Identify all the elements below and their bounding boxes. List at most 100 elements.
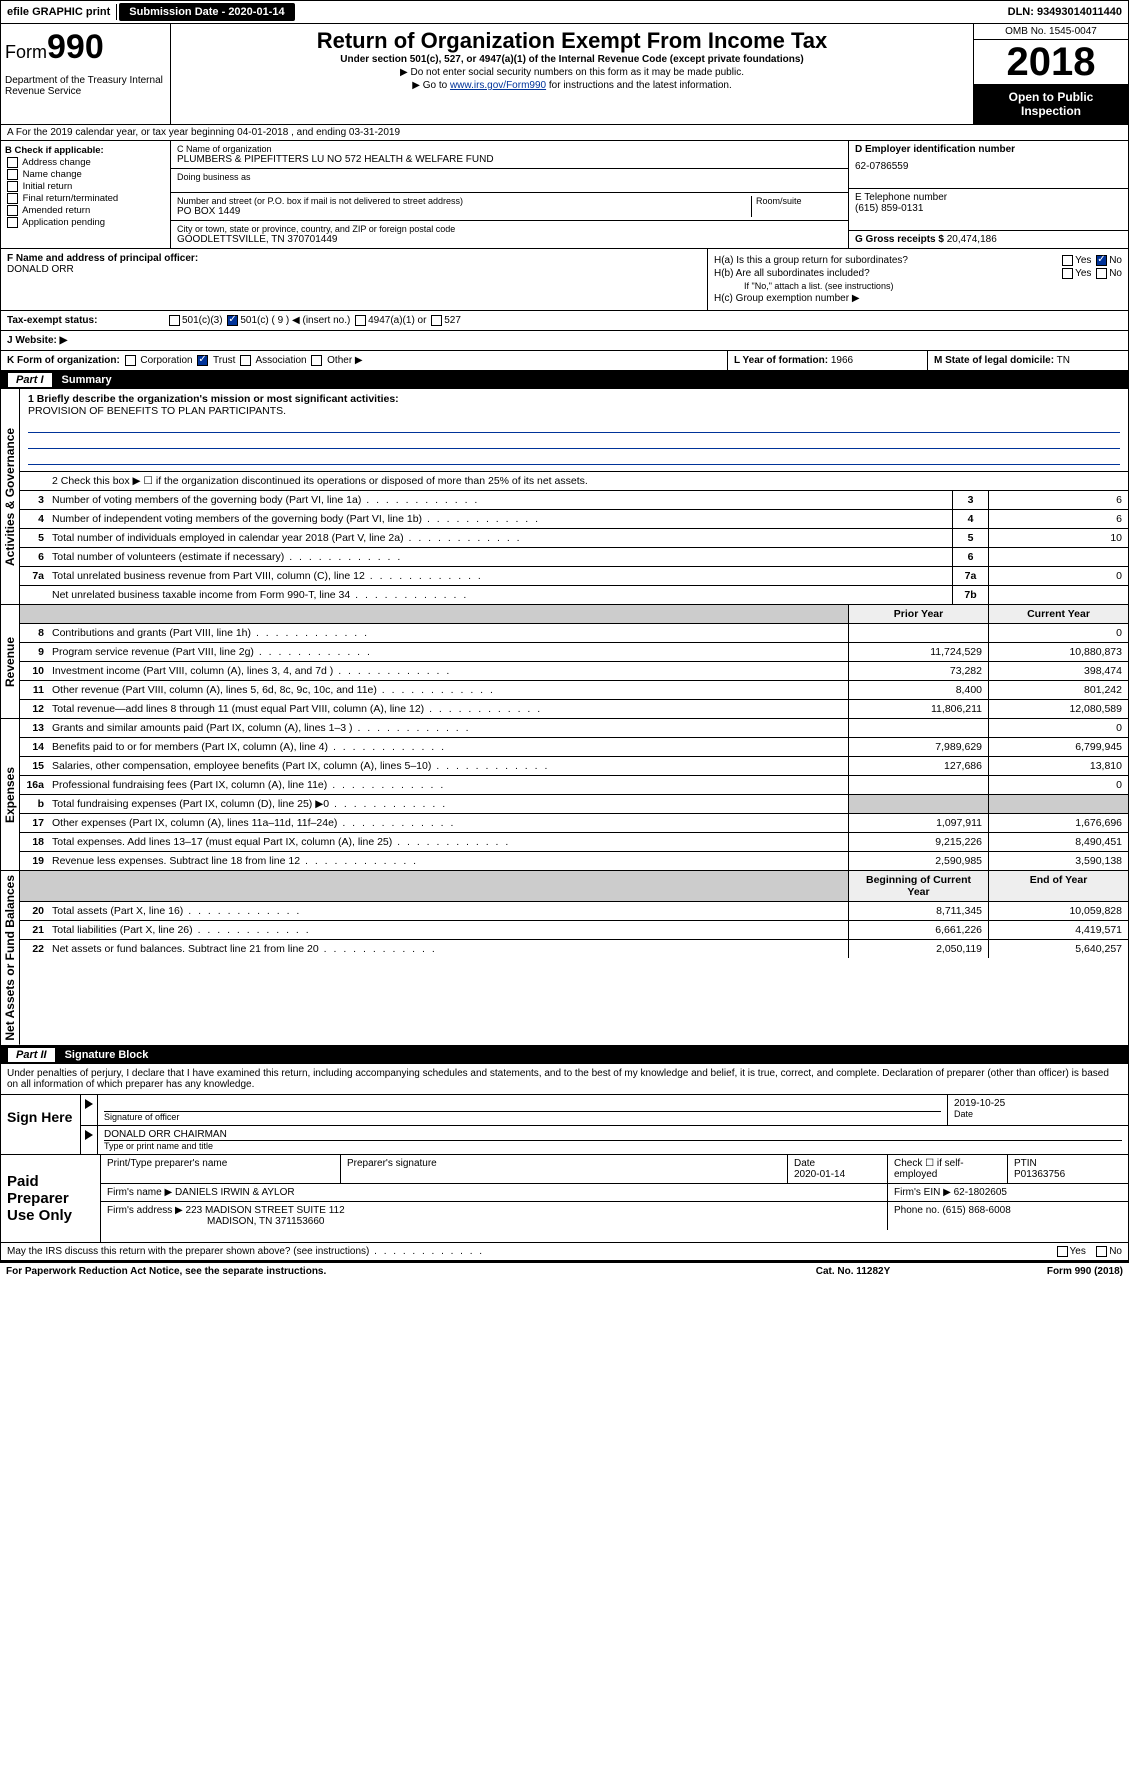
cb-final-return[interactable]: Final return/terminated: [5, 193, 166, 204]
cb-discuss-no[interactable]: [1096, 1246, 1107, 1257]
table-row: 7a Total unrelated business revenue from…: [20, 567, 1128, 586]
tax-status-label: Tax-exempt status:: [7, 315, 167, 326]
state-domicile: TN: [1057, 355, 1070, 366]
ptin-label: PTIN: [1014, 1158, 1037, 1169]
form-title: Return of Organization Exempt From Incom…: [175, 28, 969, 54]
cb-other[interactable]: [311, 355, 322, 366]
hb-note: If "No," attach a list. (see instruction…: [714, 281, 1122, 291]
box-c: C Name of organization PLUMBERS & PIPEFI…: [171, 141, 848, 248]
year-formation: 1966: [831, 355, 853, 366]
check-self-employed[interactable]: Check ☐ if self-employed: [888, 1155, 1008, 1183]
cb-name-change[interactable]: Name change: [5, 169, 166, 180]
ein-value: 62-0786559: [855, 161, 1122, 172]
cb-501c3[interactable]: [169, 315, 180, 326]
firm-name-label: Firm's name ▶: [107, 1187, 172, 1198]
submission-date-btn[interactable]: Submission Date - 2020-01-14: [119, 3, 294, 21]
table-row: b Total fundraising expenses (Part IX, c…: [20, 795, 1128, 814]
city-label: City or town, state or province, country…: [177, 224, 842, 234]
firm-addr-label: Firm's address ▶: [107, 1205, 183, 1216]
firm-ein-label: Firm's EIN ▶: [894, 1187, 951, 1198]
table-row: 17 Other expenses (Part IX, column (A), …: [20, 814, 1128, 833]
row-k-l-m: K Form of organization: Corporation Trus…: [0, 351, 1129, 371]
page-footer: For Paperwork Reduction Act Notice, see …: [0, 1261, 1129, 1280]
firm-ein: 62-1802605: [954, 1187, 1007, 1198]
part2-sub: Signature Block: [65, 1049, 149, 1061]
hdr-end: End of Year: [988, 871, 1128, 901]
part2-header: Part II Signature Block: [0, 1046, 1129, 1064]
table-row: 9 Program service revenue (Part VIII, li…: [20, 643, 1128, 662]
hb-line: H(b) Are all subordinates included? Yes …: [714, 268, 1122, 279]
line2-discontinued: 2 Check this box ▶ ☐ if the organization…: [48, 472, 1128, 490]
footer-form: Form 990 (2018): [943, 1266, 1123, 1277]
form-990-num: 990: [47, 28, 104, 66]
cb-trust[interactable]: [197, 355, 208, 366]
mission-label: 1 Briefly describe the organization's mi…: [28, 393, 1120, 405]
part1-sub: Summary: [62, 374, 112, 386]
hc-line: H(c) Group exemption number ▶: [714, 293, 1122, 304]
cb-address-change[interactable]: Address change: [5, 157, 166, 168]
irs-link[interactable]: www.irs.gov/Form990: [450, 80, 546, 91]
table-row: 16a Professional fundraising fees (Part …: [20, 776, 1128, 795]
table-row: 11 Other revenue (Part VIII, column (A),…: [20, 681, 1128, 700]
prep-date: 2020-01-14: [794, 1169, 845, 1180]
footer-cat-no: Cat. No. 11282Y: [763, 1266, 943, 1277]
row-j-website: J Website: ▶: [0, 331, 1129, 351]
form-subtitle: Under section 501(c), 527, or 4947(a)(1)…: [175, 54, 969, 65]
table-row: 4 Number of independent voting members o…: [20, 510, 1128, 529]
ha-line: H(a) Is this a group return for subordin…: [714, 255, 1122, 266]
goto-post: for instructions and the latest informat…: [546, 80, 732, 91]
table-row: Net unrelated business taxable income fr…: [20, 586, 1128, 604]
perjury-statement: Under penalties of perjury, I declare th…: [1, 1064, 1128, 1094]
form-header: Form990 Department of the Treasury Inter…: [0, 24, 1129, 125]
cb-amended-return[interactable]: Amended return: [5, 205, 166, 216]
sign-here-label: Sign Here: [1, 1095, 81, 1154]
ein-label: D Employer identification number: [855, 144, 1122, 155]
ssn-note: ▶ Do not enter social security numbers o…: [175, 67, 969, 78]
prep-sig-label: Preparer's signature: [341, 1155, 788, 1183]
cb-application-pending[interactable]: Application pending: [5, 217, 166, 228]
year-formation-label: L Year of formation:: [734, 355, 828, 366]
cb-4947[interactable]: [355, 315, 366, 326]
table-row: 15 Salaries, other compensation, employe…: [20, 757, 1128, 776]
addr-label: Number and street (or P.O. box if mail i…: [177, 196, 747, 206]
table-row: 18 Total expenses. Add lines 13–17 (must…: [20, 833, 1128, 852]
box-b-title: B Check if applicable:: [5, 145, 166, 156]
cb-assoc[interactable]: [240, 355, 251, 366]
phone-label: E Telephone number: [855, 192, 1122, 203]
table-row: 12 Total revenue—add lines 8 through 11 …: [20, 700, 1128, 718]
state-domicile-label: M State of legal domicile:: [934, 355, 1054, 366]
footer-left: For Paperwork Reduction Act Notice, see …: [6, 1266, 763, 1277]
efile-label[interactable]: efile GRAPHIC print: [1, 4, 117, 20]
table-row: 19 Revenue less expenses. Subtract line …: [20, 852, 1128, 870]
table-row: 13 Grants and similar amounts paid (Part…: [20, 719, 1128, 738]
row-a-tax-year: A For the 2019 calendar year, or tax yea…: [0, 125, 1129, 141]
hdr-prior-year: Prior Year: [848, 605, 988, 623]
org-city: GOODLETTSVILLE, TN 370701449: [177, 234, 842, 245]
open-public: Open to Public Inspection: [974, 84, 1128, 124]
table-row: 10 Investment income (Part VIII, column …: [20, 662, 1128, 681]
cb-initial-return[interactable]: Initial return: [5, 181, 166, 192]
table-row: 14 Benefits paid to or for members (Part…: [20, 738, 1128, 757]
cb-discuss-yes[interactable]: [1057, 1246, 1068, 1257]
table-row: 20 Total assets (Part X, line 16) 8,711,…: [20, 902, 1128, 921]
cb-527[interactable]: [431, 315, 442, 326]
gross-label: G Gross receipts $: [855, 234, 944, 245]
form-org-label: K Form of organization:: [7, 355, 120, 366]
cb-corp[interactable]: [125, 355, 136, 366]
signature-block: Under penalties of perjury, I declare th…: [0, 1064, 1129, 1261]
firm-addr: 223 MADISON STREET SUITE 112: [186, 1205, 345, 1216]
cb-501c[interactable]: [227, 315, 238, 326]
sign-arrow2-icon: [81, 1126, 98, 1154]
sign-arrow-icon: [81, 1095, 98, 1125]
type-name-label: Type or print name and title: [104, 1141, 1122, 1151]
side-expenses: Expenses: [1, 719, 20, 870]
phone-value: (615) 859-0131: [855, 203, 1122, 214]
table-row: 5 Total number of individuals employed i…: [20, 529, 1128, 548]
side-governance: Activities & Governance: [1, 389, 20, 604]
paid-preparer-label: Paid Preparer Use Only: [1, 1155, 101, 1242]
firm-phone-label: Phone no.: [894, 1205, 940, 1216]
mission-text: PROVISION OF BENEFITS TO PLAN PARTICIPAN…: [28, 405, 1120, 417]
gross-value: 20,474,186: [947, 234, 997, 245]
side-net-assets: Net Assets or Fund Balances: [1, 871, 20, 1045]
goto-note: ▶ Go to www.irs.gov/Form990 for instruct…: [175, 80, 969, 91]
